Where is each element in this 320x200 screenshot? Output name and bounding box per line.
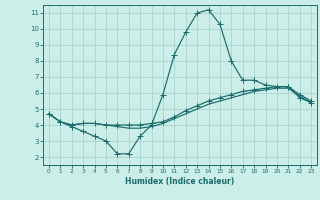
X-axis label: Humidex (Indice chaleur): Humidex (Indice chaleur) xyxy=(125,177,235,186)
